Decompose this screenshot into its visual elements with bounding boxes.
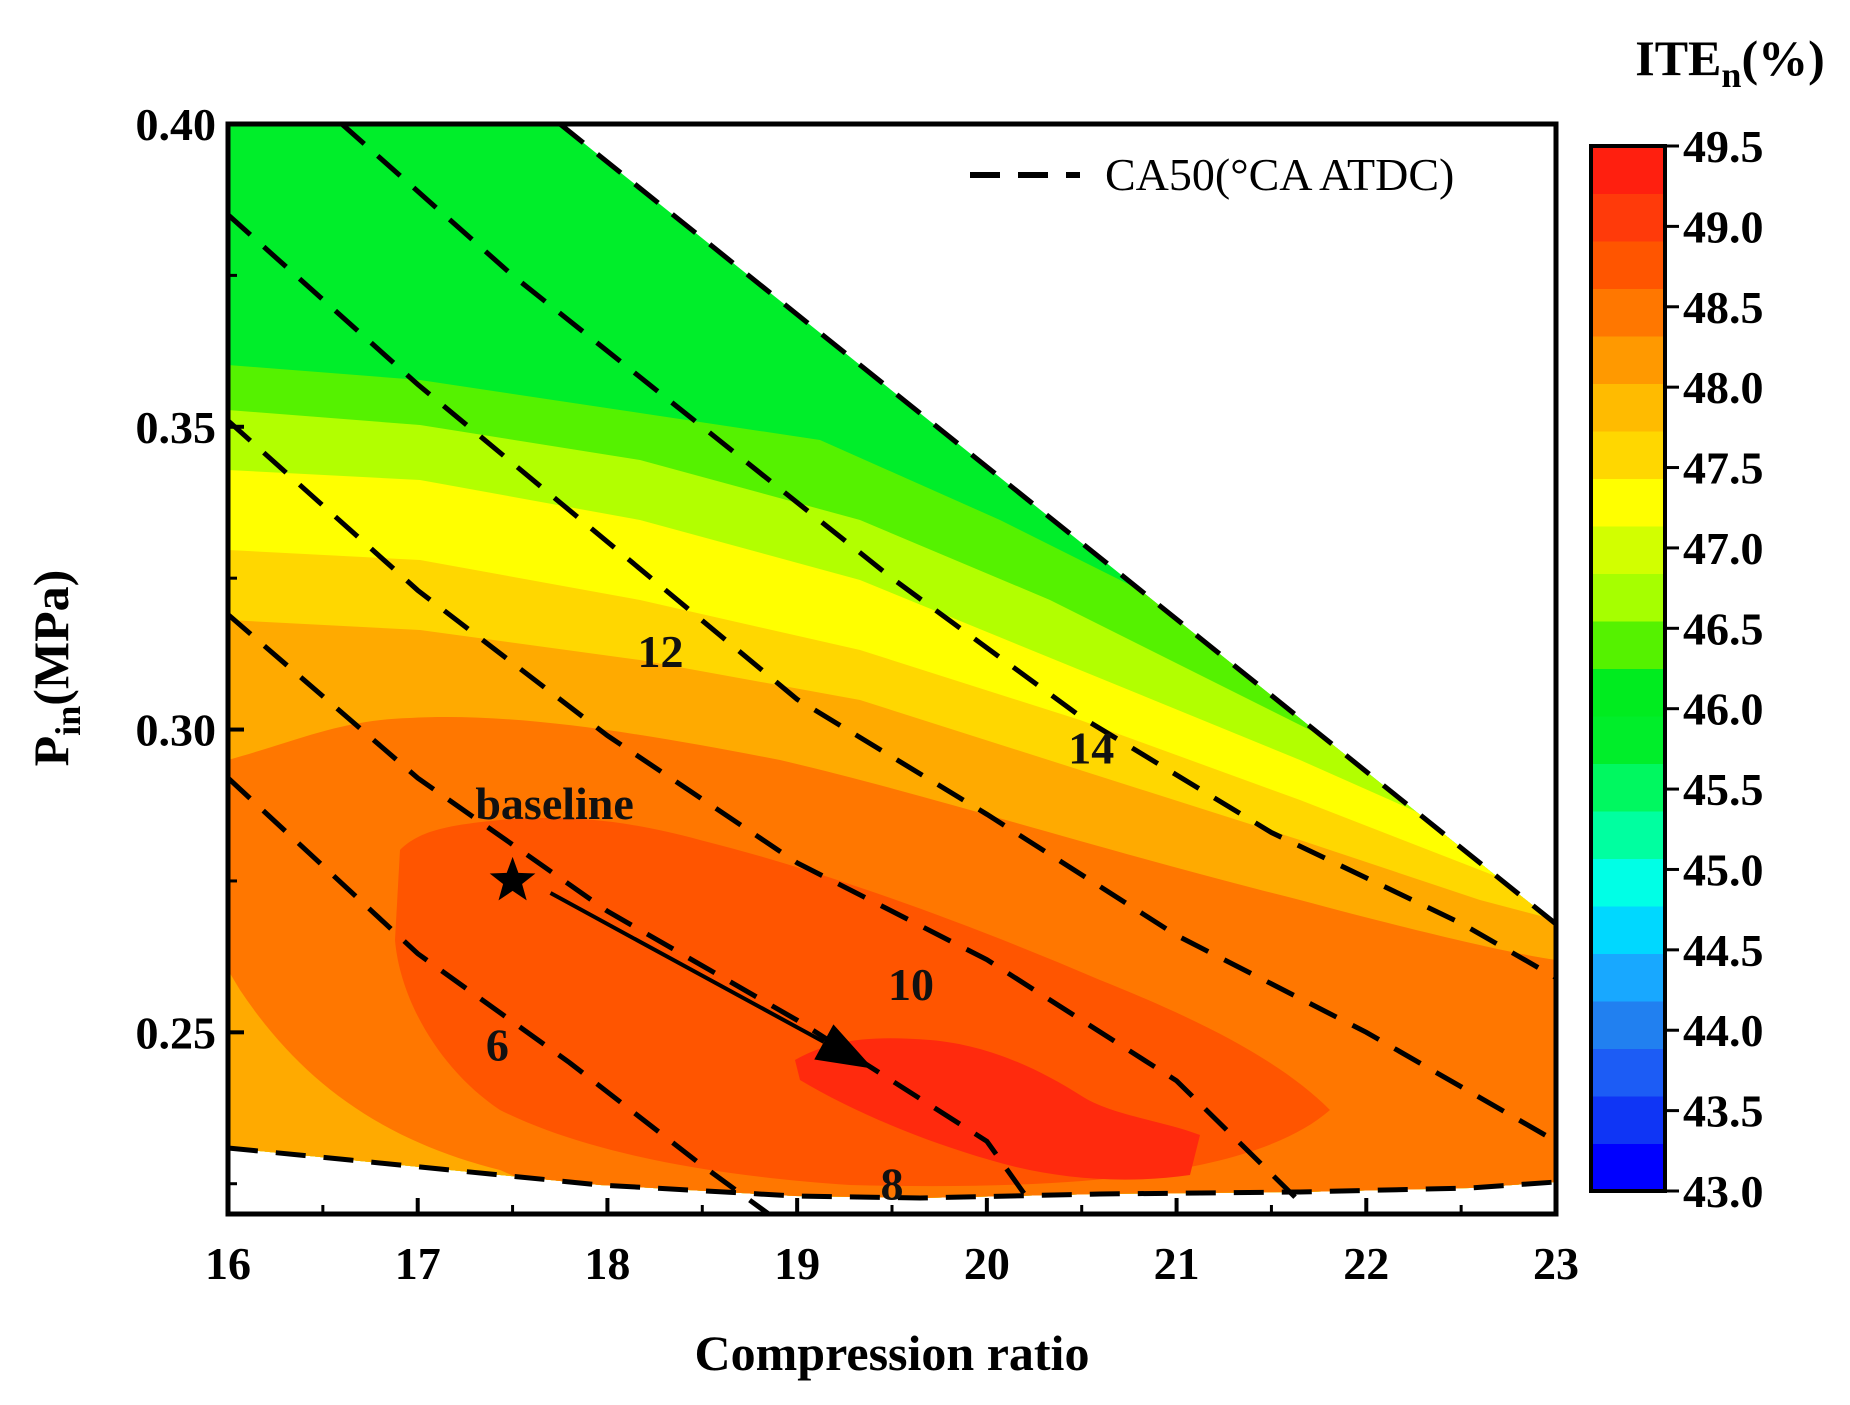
colorbar-cell xyxy=(1591,146,1665,194)
ca50-line-12 xyxy=(228,212,1556,1144)
legend: CA50(°CA ATDC) xyxy=(970,149,1454,200)
colorbar-cell xyxy=(1591,573,1665,622)
arrow-shaft xyxy=(549,891,825,1044)
arrow-head xyxy=(814,1024,874,1069)
domain-boundary-upper xyxy=(558,124,1556,926)
colorbar-cell xyxy=(1591,193,1665,242)
x-tick-label: 22 xyxy=(1343,1238,1389,1289)
colorbar-tick-label: 48.5 xyxy=(1683,282,1764,333)
y-tick-label: 0.25 xyxy=(136,1007,217,1058)
colorbar-cell xyxy=(1591,763,1665,812)
contour-fill-layer xyxy=(228,124,1556,1198)
contour-label-6: 6 xyxy=(486,1019,509,1070)
colorbar-ticks: 43.0 43.5 44.0 44.5 45.0 45.5 46.0 46.5 47.0 47.5… xyxy=(1665,121,1764,1217)
contour-label-8: 8 xyxy=(881,1159,904,1210)
x-tick-label: 16 xyxy=(205,1238,251,1289)
colorbar-cell xyxy=(1591,1096,1665,1144)
colorbar-tick-label: 45.0 xyxy=(1683,844,1764,895)
y-axis-title: Pin(MPa) xyxy=(23,570,88,767)
colorbar-title-sub: n xyxy=(1721,55,1741,95)
colorbar-title: ITEn(%) xyxy=(1635,30,1825,95)
colorbar-cell xyxy=(1591,1143,1665,1192)
y-tick-label: 0.30 xyxy=(136,705,217,756)
colorbar-title-rest: (%) xyxy=(1741,30,1824,86)
ca50-line-6 xyxy=(228,776,771,1214)
x-axis-title: Compression ratio xyxy=(695,1325,1090,1381)
colorbar-frame xyxy=(1589,144,1667,1193)
colorbar-cell xyxy=(1591,1048,1665,1097)
colorbar-tick-label: 46.0 xyxy=(1683,684,1764,735)
colorbar-cell xyxy=(1591,1001,1665,1049)
x-tick-label: 23 xyxy=(1533,1238,1579,1289)
colorbar-cell xyxy=(1591,906,1665,954)
colorbar-tick-label: 47.0 xyxy=(1683,523,1764,574)
contour-label-12: 12 xyxy=(638,626,684,677)
baseline-star-marker xyxy=(489,856,536,901)
baseline-label: baseline xyxy=(475,778,633,829)
colorbar-cell xyxy=(1591,288,1665,337)
x-tick-label: 21 xyxy=(1154,1238,1200,1289)
colorbar-tick-label: 48.0 xyxy=(1683,362,1764,413)
colorbar-cell xyxy=(1591,811,1665,859)
y-axis-title-sub: in xyxy=(48,706,88,736)
colorbar-cell xyxy=(1591,953,1665,1002)
colorbar-cell xyxy=(1591,716,1665,764)
x-axis-ticks: 16 17 18 19 20 21 22 23 xyxy=(205,1198,1579,1289)
ca50-contour-lines xyxy=(228,124,1556,1214)
baseline-arrow xyxy=(549,891,874,1069)
y-axis-title-rest: (MPa) xyxy=(23,570,79,706)
colorbar-cell xyxy=(1591,668,1665,717)
legend-label: CA50(°CA ATDC) xyxy=(1105,149,1454,200)
colorbar-cell xyxy=(1591,431,1665,479)
colorbar-tick-label: 43.0 xyxy=(1683,1166,1764,1217)
colorbar-tick-label: 45.5 xyxy=(1683,764,1764,815)
colorbar-tick-label: 43.5 xyxy=(1683,1086,1764,1137)
colorbar-tick-label: 44.5 xyxy=(1683,925,1764,976)
colorbar-cell xyxy=(1591,858,1665,907)
ca50-line-14 xyxy=(340,124,1556,980)
ca50-line-8 xyxy=(228,612,1037,1210)
y-tick-label: 0.35 xyxy=(136,402,217,453)
colorbar-cell xyxy=(1591,526,1665,574)
x-tick-label: 17 xyxy=(395,1238,441,1289)
colorbar-tick-label: 47.5 xyxy=(1683,443,1764,494)
colorbar-cell xyxy=(1591,478,1665,527)
x-tick-label: 20 xyxy=(964,1238,1010,1289)
band-red xyxy=(795,1038,1200,1180)
x-tick-label: 18 xyxy=(584,1238,630,1289)
colorbar-cell xyxy=(1591,336,1665,384)
band-red-orange xyxy=(395,817,1330,1187)
colorbar-cell xyxy=(1591,383,1665,432)
colorbar-tick-label: 46.5 xyxy=(1683,603,1764,654)
colorbar-cells xyxy=(1591,146,1665,1192)
x-tick-label: 19 xyxy=(774,1238,820,1289)
y-axis-title-main: P xyxy=(23,736,79,767)
y-tick-label: 0.40 xyxy=(136,99,217,150)
domain-boundary-lower xyxy=(227,1145,1557,1201)
colorbar: 43.0 43.5 44.0 44.5 45.0 45.5 46.0 46.5 47.0 47.5… xyxy=(1589,30,1825,1217)
ca50-line-10 xyxy=(228,418,1302,1204)
colorbar-cell xyxy=(1591,241,1665,289)
contour-label-14: 14 xyxy=(1068,723,1114,774)
y-axis-ticks: 0.25 0.30 0.35 0.40 xyxy=(136,99,244,1186)
contour-label-10: 10 xyxy=(888,959,934,1010)
colorbar-tick-label: 49.5 xyxy=(1683,121,1764,172)
colorbar-cell xyxy=(1591,621,1665,669)
colorbar-title-main: ITE xyxy=(1635,30,1721,86)
contour-labels: 6 8 10 12 14 xyxy=(486,626,1114,1210)
colorbar-tick-label: 49.0 xyxy=(1683,201,1764,252)
colorbar-tick-label: 44.0 xyxy=(1683,1005,1764,1056)
